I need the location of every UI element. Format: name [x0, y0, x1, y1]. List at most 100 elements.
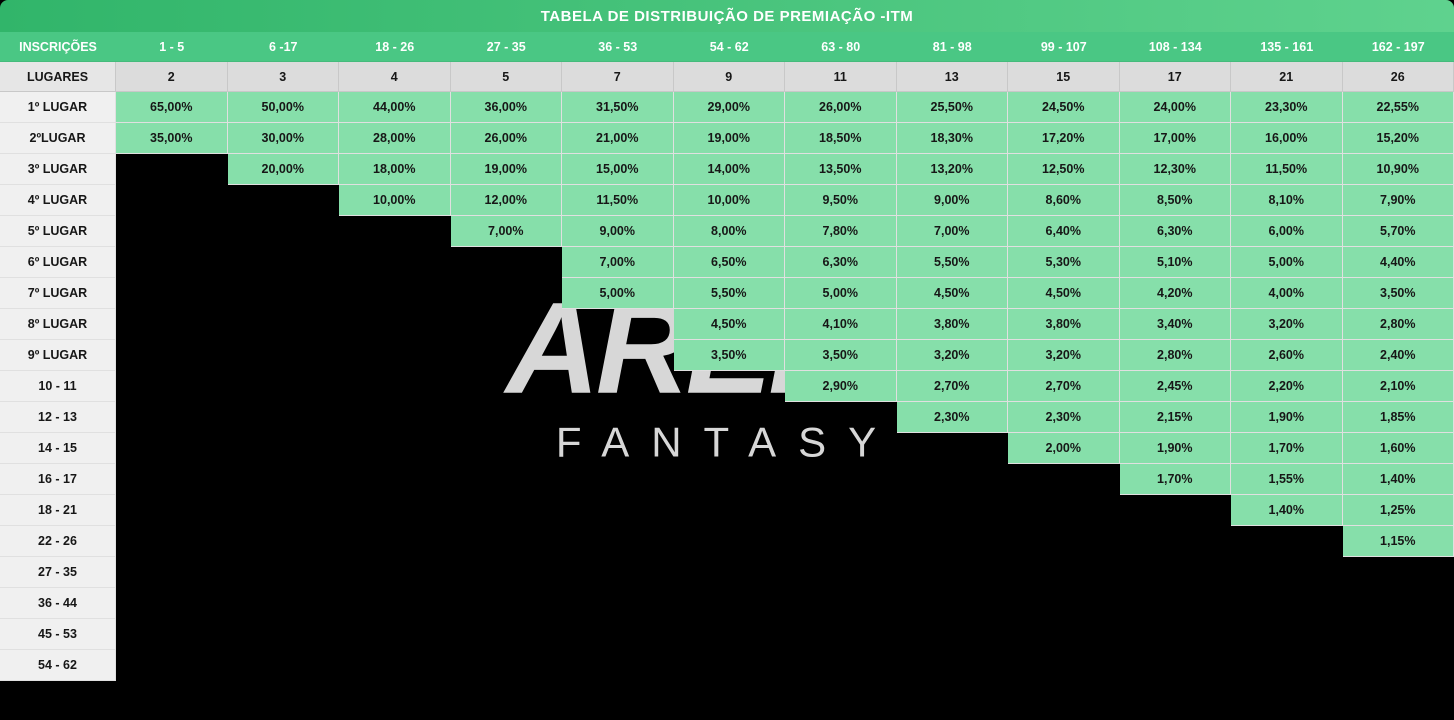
- data-cell: 3,20%: [897, 340, 1009, 371]
- table-row: 7º LUGAR5,00%5,50%5,00%4,50%4,50%4,20%4,…: [0, 278, 1454, 309]
- data-cell: [339, 433, 451, 464]
- data-cell: [339, 588, 451, 619]
- data-cell: [674, 557, 786, 588]
- data-cell: [116, 495, 228, 526]
- data-cell: 1,85%: [1343, 402, 1454, 433]
- data-cell: 5,00%: [785, 278, 897, 309]
- data-cell: 18,00%: [339, 154, 451, 185]
- data-cell: 23,30%: [1231, 92, 1343, 123]
- data-cell: 6,00%: [1231, 216, 1343, 247]
- row-label: 45 - 53: [0, 619, 116, 650]
- data-cell: [674, 619, 786, 650]
- data-cell: 2,45%: [1120, 371, 1232, 402]
- table-row: 36 - 44: [0, 588, 1454, 619]
- data-cell: [339, 650, 451, 681]
- data-cell: 2,90%: [785, 371, 897, 402]
- data-cell: [562, 340, 674, 371]
- data-cell: 2,60%: [1231, 340, 1343, 371]
- data-cell: 18,30%: [897, 123, 1009, 154]
- data-cell: [785, 526, 897, 557]
- data-cell: [451, 402, 563, 433]
- data-cell: 7,00%: [451, 216, 563, 247]
- title-row: TABELA DE DISTRIBUIÇÃO DE PREMIAÇÃO -ITM: [0, 0, 1454, 32]
- data-cell: [116, 557, 228, 588]
- data-cell: [451, 309, 563, 340]
- row-label: 9º LUGAR: [0, 340, 116, 371]
- table-row: 22 - 261,15%: [0, 526, 1454, 557]
- data-cell: 6,30%: [1120, 216, 1232, 247]
- data-cell: [1120, 495, 1232, 526]
- data-cell: [228, 650, 340, 681]
- row-label: 2ºLUGAR: [0, 123, 116, 154]
- data-cell: [1120, 619, 1232, 650]
- col-header: 63 - 80: [785, 32, 897, 62]
- data-cell: [451, 371, 563, 402]
- data-cell: 3,40%: [1120, 309, 1232, 340]
- data-cell: 1,40%: [1343, 464, 1454, 495]
- table-row: 5º LUGAR7,00%9,00%8,00%7,80%7,00%6,40%6,…: [0, 216, 1454, 247]
- data-cell: [228, 185, 340, 216]
- data-cell: [116, 185, 228, 216]
- data-cell: 2,80%: [1120, 340, 1232, 371]
- row-label: 36 - 44: [0, 588, 116, 619]
- data-cell: 1,60%: [1343, 433, 1454, 464]
- data-cell: [897, 619, 1009, 650]
- data-cell: [1343, 619, 1454, 650]
- data-cell: 2,10%: [1343, 371, 1454, 402]
- data-cell: [116, 309, 228, 340]
- lugares-cell: 7: [562, 62, 674, 92]
- lugares-cell: 2: [116, 62, 228, 92]
- data-cell: 1,55%: [1231, 464, 1343, 495]
- data-cell: 26,00%: [785, 92, 897, 123]
- table-row: 16 - 171,70%1,55%1,40%: [0, 464, 1454, 495]
- lugares-label: LUGARES: [0, 62, 116, 92]
- row-label: 12 - 13: [0, 402, 116, 433]
- data-cell: [562, 588, 674, 619]
- lugares-cell: 26: [1343, 62, 1454, 92]
- data-cell: [785, 650, 897, 681]
- data-cell: [1120, 588, 1232, 619]
- lugares-row: LUGARES 2 3 4 5 7 9 11 13 15 17 21 26: [0, 62, 1454, 92]
- col-header: 54 - 62: [674, 32, 786, 62]
- data-cell: [339, 371, 451, 402]
- data-cell: [562, 650, 674, 681]
- data-cell: 5,10%: [1120, 247, 1232, 278]
- data-cell: 5,00%: [562, 278, 674, 309]
- col-header: 1 - 5: [116, 32, 228, 62]
- data-cell: [339, 309, 451, 340]
- data-cell: 19,00%: [674, 123, 786, 154]
- lugares-cell: 21: [1231, 62, 1343, 92]
- data-cell: 65,00%: [116, 92, 228, 123]
- data-cell: 7,80%: [785, 216, 897, 247]
- data-cell: 2,30%: [897, 402, 1009, 433]
- data-cell: 17,00%: [1120, 123, 1232, 154]
- data-cell: [1008, 526, 1120, 557]
- data-cell: 28,00%: [339, 123, 451, 154]
- data-cell: [116, 433, 228, 464]
- data-cell: 10,00%: [674, 185, 786, 216]
- data-cell: [785, 402, 897, 433]
- table-row: 18 - 211,40%1,25%: [0, 495, 1454, 526]
- data-cell: [228, 495, 340, 526]
- data-cell: 4,50%: [1008, 278, 1120, 309]
- table-title: TABELA DE DISTRIBUIÇÃO DE PREMIAÇÃO -ITM: [0, 0, 1454, 32]
- data-cell: [451, 588, 563, 619]
- data-cell: [897, 495, 1009, 526]
- data-cell: 8,10%: [1231, 185, 1343, 216]
- data-cell: [339, 619, 451, 650]
- data-cell: [116, 340, 228, 371]
- data-cell: 2,30%: [1008, 402, 1120, 433]
- data-cell: 22,55%: [1343, 92, 1454, 123]
- data-cell: [1008, 495, 1120, 526]
- data-cell: [228, 464, 340, 495]
- data-cell: 4,50%: [674, 309, 786, 340]
- data-cell: 1,15%: [1343, 526, 1454, 557]
- table-row: 8º LUGAR4,50%4,10%3,80%3,80%3,40%3,20%2,…: [0, 309, 1454, 340]
- data-cell: 11,50%: [1231, 154, 1343, 185]
- data-cell: 35,00%: [116, 123, 228, 154]
- data-cell: [1008, 464, 1120, 495]
- data-cell: 4,40%: [1343, 247, 1454, 278]
- data-cell: 2,15%: [1120, 402, 1232, 433]
- lugares-cell: 15: [1008, 62, 1120, 92]
- data-cell: [1008, 619, 1120, 650]
